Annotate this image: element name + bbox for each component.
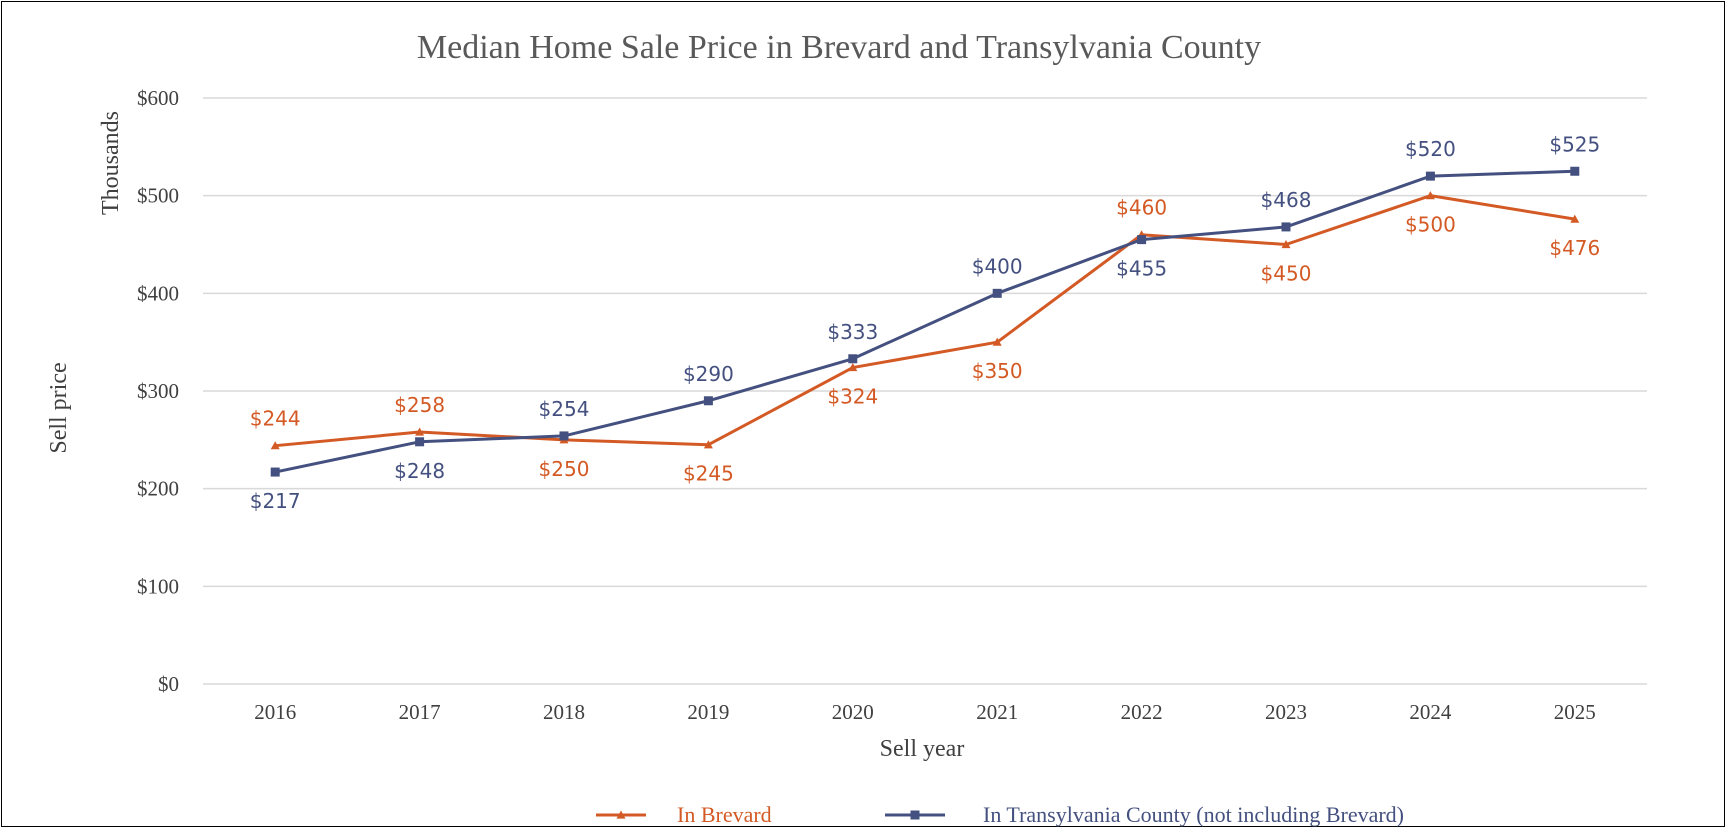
x-tick-label: 2024 xyxy=(1409,700,1452,724)
x-tick-label: 2016 xyxy=(254,700,296,724)
data-point-marker xyxy=(1281,222,1291,232)
data-label: $254 xyxy=(539,397,590,421)
legend-marker xyxy=(910,810,920,820)
y-tick-label: $100 xyxy=(137,574,179,598)
data-point-marker xyxy=(992,288,1002,298)
series-lines xyxy=(274,169,1576,474)
data-point-marker xyxy=(1137,235,1147,245)
x-tick-label: 2022 xyxy=(1121,700,1163,724)
data-point-marker xyxy=(1425,191,1435,200)
x-tick-label: 2018 xyxy=(543,700,585,724)
data-labels: $244 $258 $250 $245 $324 $350 $460 $450 $500 $476… xyxy=(250,132,1601,513)
data-point-marker xyxy=(1425,171,1435,181)
data-point-marker xyxy=(848,354,858,364)
data-label: $450 xyxy=(1261,262,1312,286)
data-label: $350 xyxy=(972,359,1023,383)
y-tick-label: $600 xyxy=(137,86,179,110)
y-axis-tick-labels: $0 $100 $200 $300 $400 $500 $600 xyxy=(137,86,179,696)
y-tick-label: $0 xyxy=(158,672,179,696)
x-tick-label: 2020 xyxy=(832,700,874,724)
data-label: $250 xyxy=(539,457,590,481)
data-point-marker xyxy=(270,467,280,477)
series-line-brevard xyxy=(275,194,1576,448)
data-point-marker xyxy=(992,337,1002,346)
y-tick-label: $200 xyxy=(137,477,179,501)
x-tick-label: 2023 xyxy=(1265,700,1307,724)
data-point-marker xyxy=(415,427,425,436)
data-label: $400 xyxy=(972,254,1023,278)
x-tick-label: 2017 xyxy=(399,700,441,724)
legend-marker xyxy=(616,810,626,819)
data-label: $455 xyxy=(1116,257,1167,281)
y-tick-label: $300 xyxy=(137,379,179,403)
data-label: $500 xyxy=(1405,213,1456,237)
y-tick-label: $400 xyxy=(137,281,179,305)
data-point-marker xyxy=(1570,214,1580,223)
data-label: $525 xyxy=(1549,132,1600,156)
data-label: $476 xyxy=(1549,236,1600,260)
data-point-marker xyxy=(415,437,425,447)
y-axis-units-label: Thousands xyxy=(98,111,124,215)
x-tick-label: 2021 xyxy=(976,700,1018,724)
data-point-marker xyxy=(1570,166,1580,176)
data-point-marker xyxy=(703,396,713,406)
data-label: $468 xyxy=(1261,188,1312,212)
data-label: $290 xyxy=(683,362,734,386)
data-label: $244 xyxy=(250,407,301,431)
series-line-transylvania xyxy=(274,169,1575,474)
data-label: $258 xyxy=(394,393,445,417)
data-point-marker xyxy=(703,440,713,449)
legend-label: In Transylvania County (not including Br… xyxy=(983,802,1404,827)
data-label: $217 xyxy=(250,489,301,513)
chart-title: Median Home Sale Price in Brevard and Tr… xyxy=(417,29,1261,66)
data-label: $520 xyxy=(1405,137,1456,161)
gridlines xyxy=(203,97,1647,685)
x-axis-title: Sell year xyxy=(880,736,965,762)
x-axis-tick-labels: 2016 2017 2018 2019 2020 2021 2022 2023 2024 2025 xyxy=(254,700,1596,724)
data-point-marker xyxy=(1281,240,1291,249)
x-tick-label: 2019 xyxy=(687,700,729,724)
data-label: $460 xyxy=(1116,196,1167,220)
legend: In Brevard In Transylvania County (not in… xyxy=(596,802,1404,827)
legend-label: In Brevard xyxy=(677,802,772,827)
data-label: $245 xyxy=(683,462,734,486)
data-point-marker xyxy=(848,363,858,372)
data-point-marker xyxy=(270,441,280,450)
data-label: $333 xyxy=(827,320,878,344)
y-axis-title: Sell price xyxy=(46,362,72,453)
data-point-marker xyxy=(559,431,569,441)
y-tick-label: $500 xyxy=(137,184,179,208)
x-tick-label: 2025 xyxy=(1554,700,1596,724)
series-markers xyxy=(270,166,1580,477)
data-label: $324 xyxy=(827,385,878,409)
data-label: $248 xyxy=(394,459,445,483)
